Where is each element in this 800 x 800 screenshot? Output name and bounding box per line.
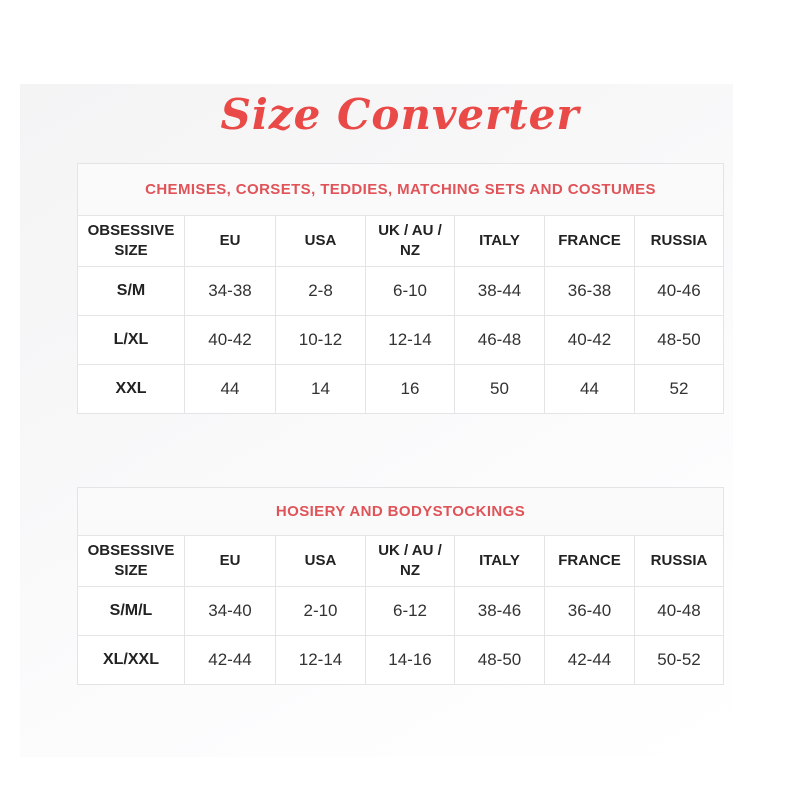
size-value-cell: 6-10: [365, 266, 455, 316]
size-row-label: L/XL: [77, 315, 185, 365]
size-value-cell: 14-16: [365, 635, 455, 685]
size-value-cell: 42-44: [544, 635, 635, 685]
size-row-label: XL/XXL: [77, 635, 185, 685]
column-header-italy: ITALY: [454, 535, 545, 587]
size-value-cell: 38-46: [454, 586, 545, 636]
column-header-uk-au-nz: UK / AU / NZ: [365, 535, 455, 587]
size-row-label: S/M/L: [77, 586, 185, 636]
size-value-cell: 34-40: [184, 586, 276, 636]
size-value-cell: 48-50: [633, 315, 725, 365]
size-value-cell: 46-48: [454, 315, 545, 365]
table-row: XL/XXL 42-44 12-14 14-16 48-50 42-44 50-…: [77, 635, 725, 685]
column-header-eu: EU: [184, 215, 276, 267]
size-value-cell: 6-12: [365, 586, 455, 636]
column-header-eu: EU: [184, 535, 276, 587]
size-value-cell: 38-44: [454, 266, 545, 316]
size-value-cell: 36-38: [544, 266, 635, 316]
table-caption: CHEMISES, CORSETS, TEDDIES, MATCHING SET…: [76, 163, 725, 216]
chemises-size-table: CHEMISES, CORSETS, TEDDIES, MATCHING SET…: [76, 163, 725, 414]
column-header-russia: RUSSIA: [633, 535, 725, 587]
column-header-france: FRANCE: [544, 535, 635, 587]
table-caption-row: HOSIERY AND BODYSTOCKINGS: [76, 487, 725, 536]
size-value-cell: 48-50: [454, 635, 545, 685]
table-row: S/M 34-38 2-8 6-10 38-44 36-38 40-46: [77, 266, 725, 316]
size-value-cell: 2-8: [275, 266, 366, 316]
size-row-label: XXL: [77, 364, 185, 414]
column-header-usa: USA: [275, 215, 366, 267]
column-header-obsessive-size: OBSESSIVE SIZE: [77, 215, 185, 267]
size-value-cell: 36-40: [544, 586, 635, 636]
size-value-cell: 44: [184, 364, 276, 414]
table-row: S/M/L 34-40 2-10 6-12 38-46 36-40 40-48: [77, 586, 725, 636]
size-value-cell: 52: [633, 364, 725, 414]
column-header-row: OBSESSIVE SIZE EU USA UK / AU / NZ ITALY…: [77, 535, 725, 587]
size-value-cell: 40-42: [544, 315, 635, 365]
size-value-cell: 40-48: [633, 586, 725, 636]
hosiery-size-table: HOSIERY AND BODYSTOCKINGS OBSESSIVE SIZE…: [76, 487, 725, 685]
column-header-usa: USA: [275, 535, 366, 587]
size-value-cell: 12-14: [275, 635, 366, 685]
size-row-label: S/M: [77, 266, 185, 316]
size-value-cell: 16: [365, 364, 455, 414]
column-header-france: FRANCE: [544, 215, 635, 267]
column-header-obsessive-size: OBSESSIVE SIZE: [77, 535, 185, 587]
size-value-cell: 50-52: [633, 635, 725, 685]
size-value-cell: 40-46: [633, 266, 725, 316]
size-value-cell: 2-10: [275, 586, 366, 636]
table-caption-row: CHEMISES, CORSETS, TEDDIES, MATCHING SET…: [76, 163, 725, 216]
size-value-cell: 40-42: [184, 315, 276, 365]
page-title: Size Converter: [220, 90, 580, 139]
table-row: L/XL 40-42 10-12 12-14 46-48 40-42 48-50: [77, 315, 725, 365]
size-value-cell: 12-14: [365, 315, 455, 365]
column-header-uk-au-nz: UK / AU / NZ: [365, 215, 455, 267]
column-header-row: OBSESSIVE SIZE EU USA UK / AU / NZ ITALY…: [77, 215, 725, 267]
column-header-russia: RUSSIA: [633, 215, 725, 267]
size-value-cell: 42-44: [184, 635, 276, 685]
size-value-cell: 44: [544, 364, 635, 414]
column-header-italy: ITALY: [454, 215, 545, 267]
table-caption: HOSIERY AND BODYSTOCKINGS: [76, 487, 725, 536]
size-value-cell: 10-12: [275, 315, 366, 365]
size-value-cell: 14: [275, 364, 366, 414]
size-value-cell: 34-38: [184, 266, 276, 316]
size-value-cell: 50: [454, 364, 545, 414]
table-row: XXL 44 14 16 50 44 52: [77, 364, 725, 414]
